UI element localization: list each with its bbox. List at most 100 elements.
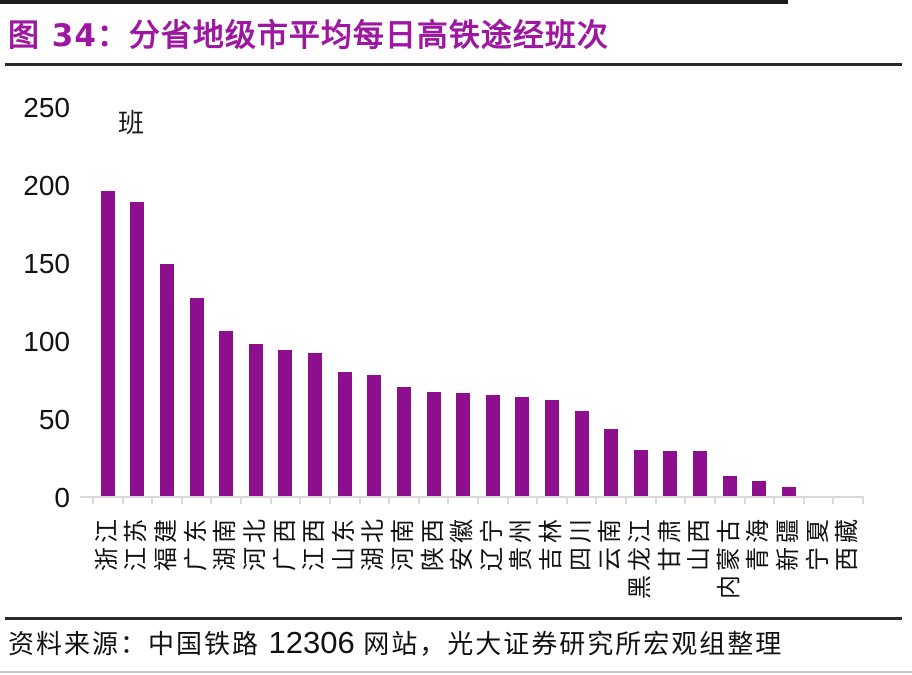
axis-tick xyxy=(210,496,213,504)
bar xyxy=(544,400,559,498)
bar xyxy=(130,202,145,498)
bar xyxy=(219,331,234,498)
x-axis-label: 河北 xyxy=(241,515,269,571)
axis-tick xyxy=(625,496,628,504)
bar-slot xyxy=(715,108,745,498)
axis-tick xyxy=(240,496,243,504)
y-axis-tick-label: 0 xyxy=(54,482,70,513)
x-axis-label: 新疆 xyxy=(774,515,802,571)
bar xyxy=(426,392,441,498)
bar xyxy=(456,393,471,498)
bar xyxy=(189,298,204,498)
axis-tick xyxy=(684,496,687,504)
axis-tick xyxy=(802,496,805,504)
axis-tick xyxy=(506,496,509,504)
axis-tick xyxy=(862,496,864,504)
bar-slot xyxy=(833,108,863,498)
x-axis-label: 宁夏 xyxy=(804,515,832,571)
bar-slot xyxy=(182,108,212,498)
x-axis-label: 云南 xyxy=(597,515,625,571)
y-axis-tick-label: 200 xyxy=(23,170,70,201)
bar-slot xyxy=(123,108,153,498)
axis-tick xyxy=(358,496,361,504)
x-axis-label: 辽宁 xyxy=(478,515,506,571)
bar-slot xyxy=(152,108,182,498)
axis-tick xyxy=(595,496,598,504)
axis-tick xyxy=(328,496,331,504)
bar-slot xyxy=(537,108,567,498)
source-prefix: 资料来源：中国铁路 xyxy=(8,630,269,659)
bar xyxy=(574,411,589,498)
axis-tick xyxy=(773,496,776,504)
bar-slot xyxy=(241,108,271,498)
bar-slot xyxy=(626,108,656,498)
axis-tick xyxy=(654,496,657,504)
y-axis-tick-label: 50 xyxy=(38,404,70,435)
x-axis-label: 福建 xyxy=(153,515,181,571)
bar-slot xyxy=(389,108,419,498)
axis-tick xyxy=(477,496,479,504)
x-axis-label: 西藏 xyxy=(834,515,862,571)
bar xyxy=(781,487,796,498)
axis-tick xyxy=(713,496,716,504)
bar-slot xyxy=(567,108,597,498)
x-axis-label: 湖北 xyxy=(360,515,388,571)
x-axis-line xyxy=(80,496,863,498)
plot-area xyxy=(93,108,863,498)
bar-slot xyxy=(774,108,804,498)
bar xyxy=(308,353,323,498)
figure-title: 图 34：分省地级市平均每日高铁途经班次 xyxy=(8,18,609,54)
axis-tick xyxy=(180,496,183,504)
bar xyxy=(633,450,648,498)
x-axis-label: 广西 xyxy=(271,515,299,571)
x-axis-label: 陕西 xyxy=(419,515,447,571)
bar-slot xyxy=(685,108,715,498)
x-axis-label: 内蒙古 xyxy=(715,515,743,599)
x-axis-label: 吉林 xyxy=(538,515,566,571)
bar xyxy=(160,264,175,498)
bar xyxy=(396,387,411,498)
y-axis-tick-label: 100 xyxy=(23,326,70,357)
source-number: 12306 xyxy=(268,625,355,660)
axis-tick xyxy=(299,496,302,504)
bar-slot xyxy=(656,108,686,498)
bar-slot xyxy=(804,108,834,498)
x-axis-label: 安徽 xyxy=(449,515,477,571)
bar xyxy=(722,476,737,498)
bar-slot xyxy=(419,108,449,498)
axis-tick xyxy=(447,496,450,504)
bar-slot xyxy=(211,108,241,498)
bar xyxy=(248,344,263,498)
bar xyxy=(337,372,352,498)
bar xyxy=(692,451,707,498)
axis-tick xyxy=(92,496,94,504)
bar-slot xyxy=(478,108,508,498)
y-axis-unit-label: 班 xyxy=(118,108,145,138)
bar xyxy=(752,481,767,498)
y-axis-tick-label: 150 xyxy=(23,248,70,279)
bar xyxy=(485,395,500,498)
axis-tick xyxy=(388,496,391,504)
bar-slot xyxy=(330,108,360,498)
bar-slot xyxy=(508,108,538,498)
bar xyxy=(663,451,678,498)
x-axis-label: 河南 xyxy=(389,515,417,571)
bar-slot xyxy=(271,108,301,498)
source-note: 资料来源：中国铁路 12306 网站，光大证券研究所宏观组整理 xyxy=(8,624,783,664)
x-axis-label: 江苏 xyxy=(123,515,151,571)
bar xyxy=(100,191,115,498)
axis-tick xyxy=(743,496,746,504)
bottom-rule xyxy=(0,671,912,673)
x-axis-label: 广东 xyxy=(182,515,210,571)
footer-rule xyxy=(5,617,902,620)
axis-tick xyxy=(565,496,568,504)
x-axis-label: 青海 xyxy=(745,515,773,571)
source-suffix: 网站，光大证券研究所宏观组整理 xyxy=(354,630,784,659)
axis-tick xyxy=(536,496,539,504)
x-axis-label: 山东 xyxy=(330,515,358,571)
axis-tick xyxy=(832,496,835,504)
x-axis-label: 湖南 xyxy=(212,515,240,571)
y-axis-tick-label: 250 xyxy=(23,92,70,123)
bar-slot xyxy=(596,108,626,498)
